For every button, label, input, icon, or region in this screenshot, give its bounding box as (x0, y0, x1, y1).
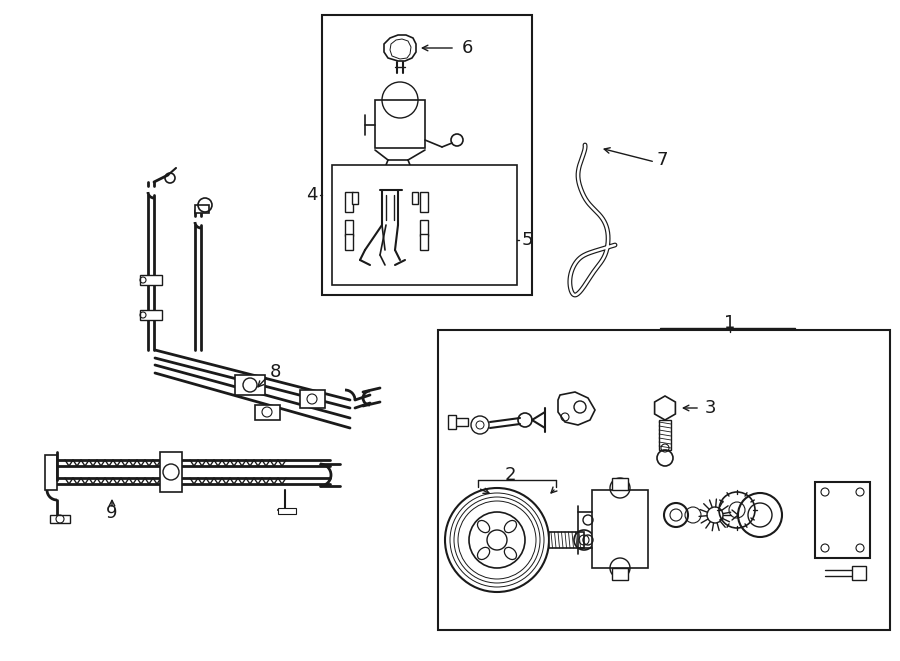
Bar (412, 192, 418, 204)
Bar (612, 478, 628, 490)
Bar (345, 192, 353, 212)
Bar (45, 455, 57, 490)
Bar (438, 330, 890, 630)
Text: 8: 8 (270, 363, 282, 381)
Bar (160, 452, 182, 492)
Bar (450, 418, 468, 426)
Bar (50, 515, 70, 523)
Bar (815, 482, 870, 558)
Text: 7: 7 (657, 151, 669, 169)
Bar (592, 490, 648, 568)
Bar (612, 568, 628, 580)
Bar (235, 375, 265, 395)
Text: 5: 5 (522, 231, 534, 249)
Bar (140, 275, 162, 285)
Bar (300, 390, 325, 408)
Bar (345, 220, 353, 236)
Text: 9: 9 (106, 504, 118, 522)
Text: 6: 6 (462, 39, 473, 57)
Bar (420, 234, 428, 250)
Bar (375, 100, 425, 148)
Bar (352, 192, 358, 204)
Bar (659, 420, 671, 450)
Text: 2: 2 (504, 466, 516, 484)
Bar (278, 508, 296, 514)
Bar (852, 566, 866, 580)
Text: 1: 1 (724, 314, 735, 332)
Bar (549, 532, 584, 548)
Bar (140, 310, 162, 320)
Bar (322, 15, 532, 295)
Bar (420, 192, 428, 212)
Bar (448, 415, 456, 429)
Bar (195, 205, 209, 213)
Bar (332, 165, 517, 285)
Bar (255, 405, 280, 420)
Text: 4: 4 (307, 186, 318, 204)
Bar (420, 220, 428, 236)
Bar (345, 234, 353, 250)
Text: 3: 3 (705, 399, 716, 417)
